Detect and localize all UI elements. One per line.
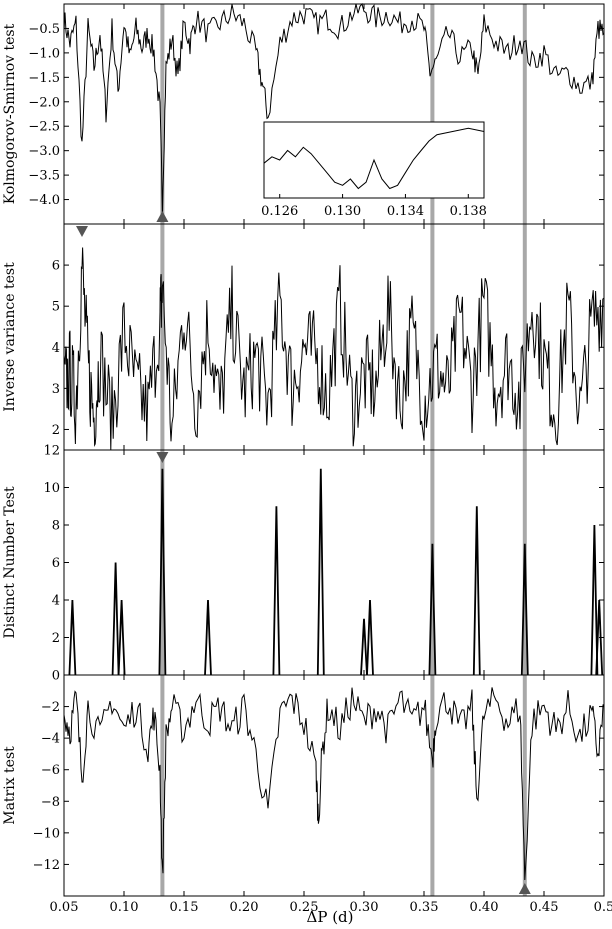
xtick-label: 0.40 [470, 900, 499, 915]
xtick-label: 0.10 [110, 900, 139, 915]
panel-ks: −0.5 −1.0 −1.5 −2.0 −2.5 −3.0 −3.5 −4.0 Kolmogor… [2, 2, 605, 225]
peak-8 [366, 599, 374, 676]
xtick-label: 0.15 [170, 900, 199, 915]
inset-xtick-label: 0.134 [387, 204, 424, 219]
inset-xtick-label: 0.138 [450, 204, 487, 219]
xtick-label: 0.25 [290, 900, 319, 915]
panel-frame-mx [63, 674, 605, 897]
ytick-label: 10 [43, 481, 60, 496]
ytick-label: −12 [33, 858, 60, 873]
xtick-label: 0.5 [594, 900, 612, 915]
ks-inset: 0.126 0.130 0.134 0.138 [261, 121, 487, 219]
panel-mx: −2 −4 −6 −8 −10 −12 Matrix test [2, 674, 605, 897]
series-line-ks [63, 2, 605, 217]
ytick-label: 4 [52, 341, 60, 356]
ylabel-iv: Inverse variance test [2, 262, 18, 412]
marker-triangle-ks [156, 211, 169, 222]
ytick-label: 5 [52, 300, 60, 315]
ylabel-dn: Distinct Number Test [2, 486, 18, 639]
peak-3 [158, 468, 167, 676]
panel-iv: 2 3 4 5 6 Inverse variance test [2, 223, 605, 451]
x-axis: 0.05 0.10 0.15 0.20 0.25 0.30 0.35 0.40 0.45 0.5 [50, 900, 612, 915]
peak-6 [316, 468, 325, 676]
panels: −0.5 −1.0 −1.5 −2.0 −2.5 −3.0 −3.5 −4.0 Kolmogor… [2, 2, 605, 897]
inset-series-line [263, 127, 485, 190]
ytick-label: −4 [41, 732, 60, 747]
ytick-label: 6 [52, 259, 60, 274]
inset-xtick-label: 0.126 [261, 204, 298, 219]
ytick-label: −6 [41, 763, 60, 778]
ytick-label: 2 [52, 631, 60, 646]
ytick-label: −3.0 [28, 144, 60, 159]
ytick-label: 6 [52, 556, 60, 571]
ytick-label: −4.0 [28, 193, 60, 208]
ytick-label: −2 [41, 700, 60, 715]
x-axis-label: ΔP (d) [307, 908, 354, 926]
peak-11 [520, 543, 529, 676]
ytick-label: 3 [52, 382, 60, 397]
ytick-label: −2.5 [28, 120, 60, 135]
peak-0 [68, 599, 77, 676]
ytick-label: −0.5 [28, 22, 60, 37]
ytick-label: −3.5 [28, 169, 60, 184]
ytick-label: 4 [52, 594, 60, 609]
xtick-label: 0.05 [50, 900, 79, 915]
peak-12 [590, 524, 599, 676]
ytick-label: 8 [52, 519, 60, 534]
xtick-label: 0.20 [230, 900, 259, 915]
xtick-label: 0.45 [530, 900, 559, 915]
marker-triangle-mx [518, 883, 531, 894]
ylabel-ks: Kolmogorov-Smirnov test [2, 23, 18, 204]
inset-xtick-label: 0.130 [324, 204, 361, 219]
ytick-label: −2.0 [28, 95, 60, 110]
ytick-label: 12 [43, 444, 60, 459]
ylabel-mx: Matrix test [2, 746, 18, 825]
marker-triangle-dn [156, 452, 169, 463]
xtick-label: 0.30 [350, 900, 379, 915]
peak-5 [272, 506, 281, 676]
peak-7 [360, 618, 368, 676]
series-line-iv [63, 247, 605, 451]
ytick-label: −8 [41, 795, 60, 810]
ytick-label: −1.5 [28, 71, 60, 86]
xtick-label: 0.35 [410, 900, 439, 915]
ytick-label: −10 [33, 826, 60, 841]
peak-10 [472, 506, 481, 676]
peak-2 [117, 599, 126, 676]
ytick-label: 2 [52, 423, 60, 438]
peak-9 [428, 543, 437, 676]
peak-4 [204, 599, 212, 676]
series-line-mx [63, 687, 605, 881]
ytick-label: −1.0 [28, 46, 60, 61]
peak-1 [111, 562, 120, 676]
ytick-label: 0 [52, 669, 60, 684]
marker-triangle-iv [76, 226, 88, 237]
